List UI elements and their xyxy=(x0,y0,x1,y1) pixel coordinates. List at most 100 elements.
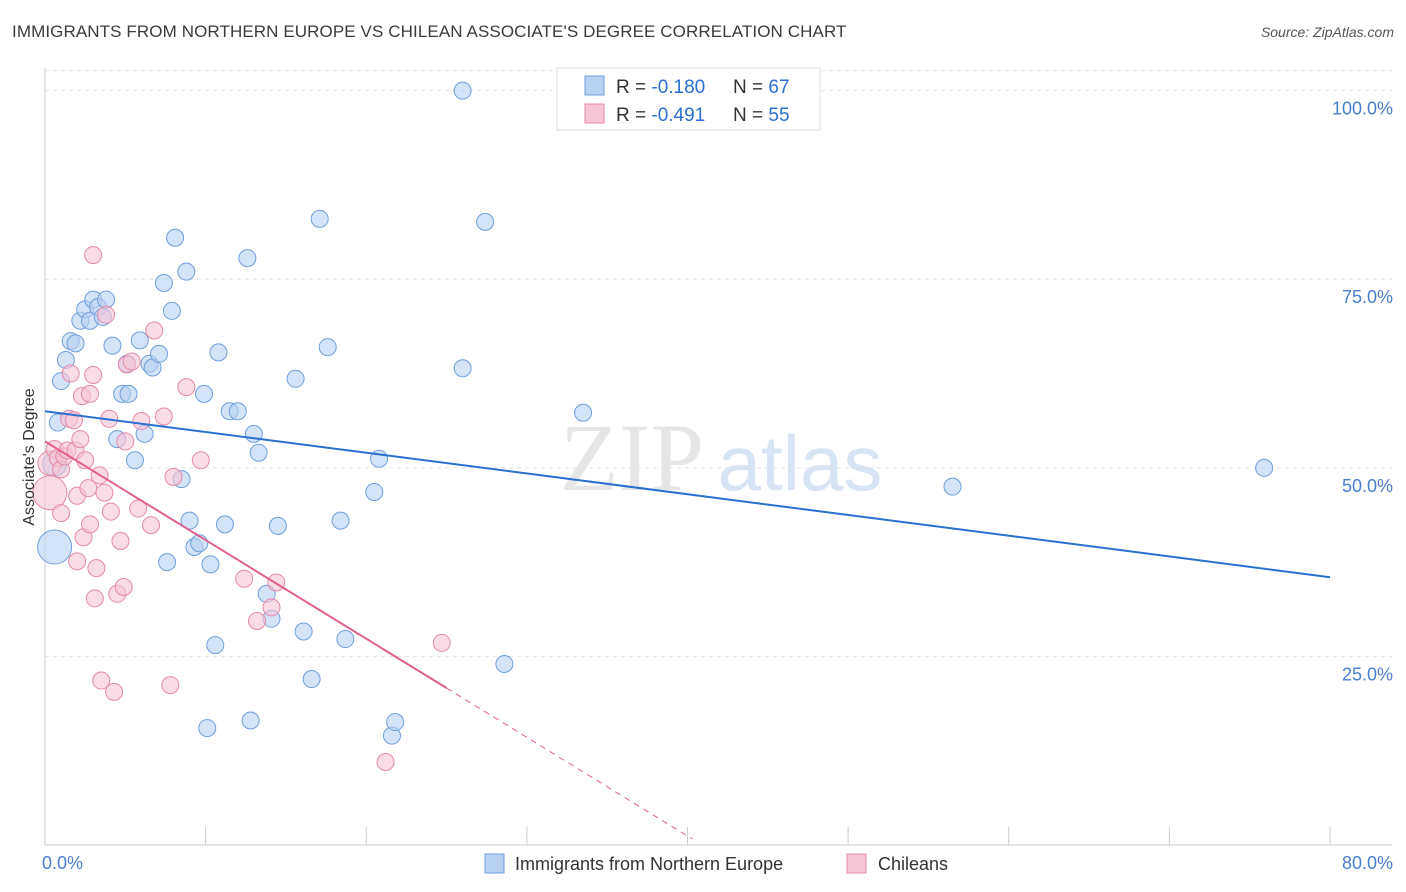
blue-point xyxy=(386,713,405,732)
blue-point xyxy=(249,443,268,462)
pink-point xyxy=(154,407,173,426)
blue-point xyxy=(195,384,214,403)
y-tick-label-75: 75.0% xyxy=(1342,287,1393,307)
pink-point xyxy=(161,676,180,695)
pink-point xyxy=(248,611,267,630)
blue-point xyxy=(943,477,962,496)
blue-point xyxy=(97,290,116,309)
blue-point xyxy=(574,403,593,422)
pink-point xyxy=(122,352,141,371)
pink-point xyxy=(92,671,111,690)
legend-n-value-2: 55 xyxy=(768,105,789,126)
y-tick-label-25: 25.0% xyxy=(1342,664,1393,684)
blue-point xyxy=(130,331,149,350)
y-axis-label: Associate's Degree xyxy=(21,388,38,525)
pink-point xyxy=(101,502,120,521)
pink-point xyxy=(116,432,135,451)
blue-point xyxy=(201,555,220,574)
legend-n-label-1: N = xyxy=(733,77,768,98)
series-legend: Immigrants from Northern Europe Chileans xyxy=(484,853,948,874)
bottom-legend-label-pink: Chileans xyxy=(878,854,948,874)
blue-point xyxy=(66,334,85,353)
blue-point xyxy=(158,553,177,572)
pink-point xyxy=(97,305,116,324)
trend-lines xyxy=(44,410,1331,840)
blue-point xyxy=(286,369,305,388)
blue-point xyxy=(150,344,169,363)
x-tick-label-max: 80.0% xyxy=(1342,853,1393,873)
bottom-legend-label-blue: Immigrants from Northern Europe xyxy=(515,854,783,874)
legend-n-label-2: N = xyxy=(733,105,768,126)
blue-point xyxy=(365,482,384,501)
blue-point xyxy=(215,515,234,534)
pink-point xyxy=(145,321,164,340)
blue-point xyxy=(336,630,355,649)
pink-point xyxy=(432,633,451,652)
blue-point xyxy=(103,336,122,355)
bottom-legend-swatch-pink xyxy=(846,853,867,874)
pink-point xyxy=(132,412,151,431)
pink-point xyxy=(114,578,133,597)
pink-point xyxy=(61,364,80,383)
y-tick-label-50: 50.0% xyxy=(1342,476,1393,496)
blue-point xyxy=(238,249,257,268)
legend-n-value-1: 67 xyxy=(768,77,789,98)
blue-point xyxy=(37,529,73,565)
blue-point xyxy=(119,384,138,403)
blue-point xyxy=(125,451,144,470)
pink-point xyxy=(84,366,103,385)
blue-trend-line xyxy=(44,410,1331,579)
pink-point xyxy=(80,515,99,534)
source-credit: Source: ZipAtlas.com xyxy=(1260,24,1394,40)
pink-point xyxy=(129,499,148,518)
pink-point xyxy=(80,384,99,403)
blue-point xyxy=(268,516,287,535)
pink-point xyxy=(71,430,90,449)
pink-point xyxy=(177,378,196,397)
blue-point xyxy=(453,81,472,100)
grid-lines xyxy=(45,70,1392,657)
chart-title: IMMIGRANTS FROM NORTHERN EUROPE VS CHILE… xyxy=(12,22,847,41)
y-tick-label-100: 100.0% xyxy=(1332,99,1393,119)
x-tick-label-min: 0.0% xyxy=(42,853,83,873)
blue-point xyxy=(198,719,217,738)
legend-r-label-2: R = xyxy=(616,105,651,126)
pink-point xyxy=(235,569,254,588)
pink-point xyxy=(376,753,395,772)
blue-point xyxy=(162,301,181,320)
pink-point xyxy=(105,682,124,701)
axis-labels: 25.0% 50.0% 75.0% 100.0% 0.0% 80.0% xyxy=(42,99,1393,873)
blue-point xyxy=(1255,458,1274,477)
blue-point xyxy=(331,511,350,530)
legend-r-value-1: -0.180 xyxy=(651,77,705,98)
blue-point xyxy=(228,402,247,421)
watermark-atlas: atlas xyxy=(718,419,883,507)
pink-point xyxy=(111,531,130,550)
pink-point xyxy=(142,516,161,535)
pink-point xyxy=(262,598,281,617)
pink-point xyxy=(68,552,87,571)
legend-r-value-2: -0.491 xyxy=(651,105,705,126)
blue-point xyxy=(177,262,196,281)
pink-point xyxy=(164,467,183,486)
blue-point xyxy=(302,670,321,689)
blue-point xyxy=(209,343,228,362)
pink-trend-extension xyxy=(446,687,693,840)
blue-point xyxy=(318,338,337,357)
stats-legend: R = -0.180 N = 67 R = -0.491 N = 55 xyxy=(556,67,821,131)
blue-point xyxy=(495,654,514,673)
blue-point xyxy=(310,209,329,228)
legend-r-label-1: R = xyxy=(616,77,651,98)
blue-point xyxy=(154,273,173,292)
pink-point xyxy=(191,451,210,470)
blue-point xyxy=(294,622,313,641)
pink-point xyxy=(84,246,103,265)
bottom-legend-swatch-blue xyxy=(484,853,505,874)
blue-point xyxy=(166,228,185,247)
pink-point xyxy=(87,559,106,578)
blue-point xyxy=(190,534,209,553)
blue-point xyxy=(476,212,495,231)
legend-row-2: R = -0.491 N = 55 xyxy=(616,105,790,126)
pink-point xyxy=(95,483,114,502)
